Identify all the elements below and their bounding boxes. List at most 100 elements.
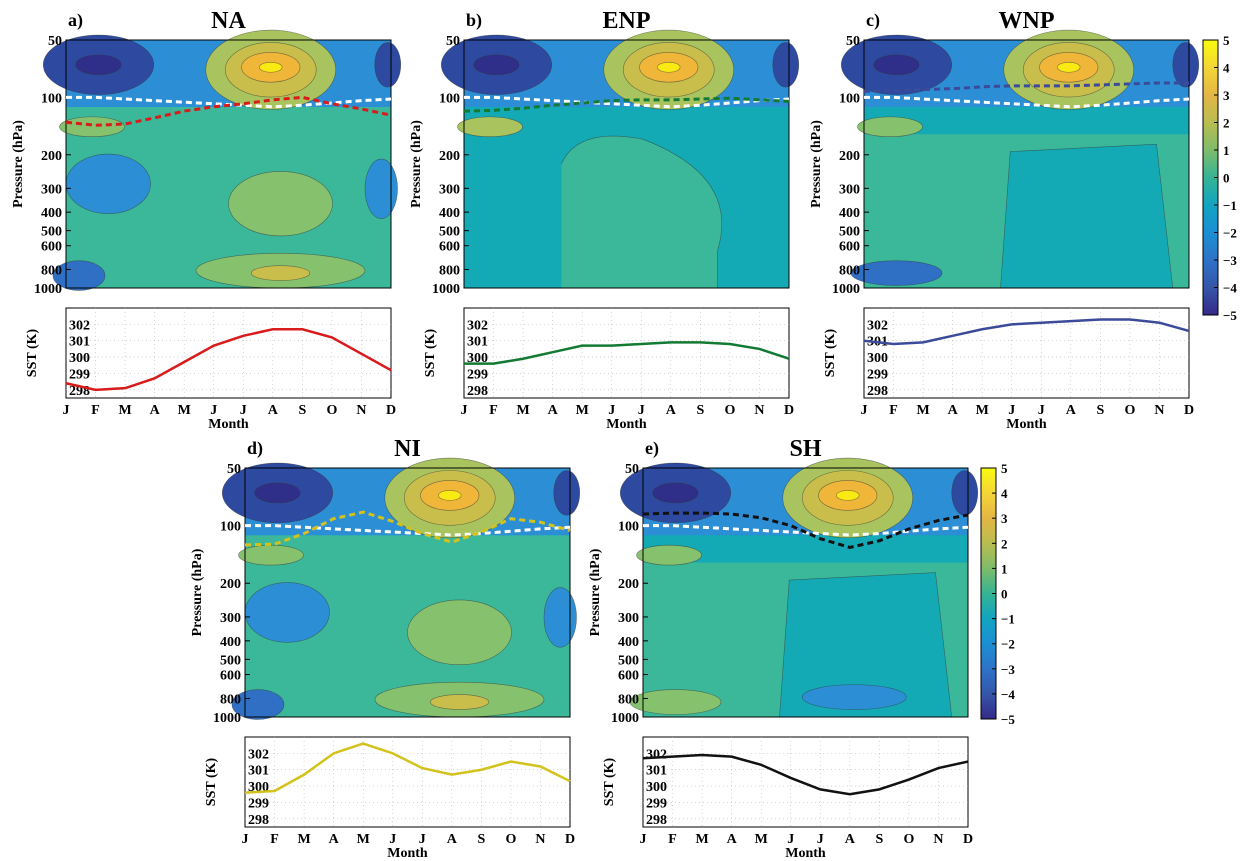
pressure-tick-label: 100 [618,520,639,535]
sst-line [65,328,392,392]
month-tick-label: J [240,403,247,418]
month-tick-label: M [357,832,370,847]
month-axis-label: Month [606,417,647,432]
month-tick-label: A [1066,403,1077,418]
colorbar-tick-label: −4 [1001,687,1015,702]
month-tick-label: S [477,832,485,847]
contour-plot [840,29,1200,289]
pressure-tick-label: 100 [439,91,460,106]
month-tick-label: M [916,403,929,418]
colorbar-tick-label: 5 [1001,461,1008,476]
colorbar-tick-label: 5 [1223,33,1230,48]
colorbar-tick-label: 3 [1223,88,1230,103]
month-tick-label: A [268,403,279,418]
pressure-tick-label: 50 [446,34,460,49]
pressure-tick-label: 600 [839,240,860,255]
month-tick-label: O [724,403,735,418]
sst-tick-label: 302 [867,318,888,333]
sst-tick-label: 302 [646,747,667,762]
month-tick-label: A [548,403,559,418]
sst-tick-label: 300 [69,351,90,366]
month-tick-label: N [356,403,366,418]
month-tick-label: M [178,403,191,418]
month-tick-label: M [516,403,529,418]
panel-na: a) NA501002003004005006008001000Pressure … [11,8,402,432]
sst-tick-label: 301 [69,335,90,350]
pressure-axis-label: Pressure (hPa) [190,548,205,636]
panel-title: ENP [603,8,651,34]
sst-tick-label: 300 [646,780,667,795]
month-tick-label: J [242,832,249,847]
pressure-tick-label: 500 [41,225,62,240]
month-tick-label: A [447,832,458,847]
sst-tick-label: 299 [248,796,269,811]
sst-tick-label: 298 [646,813,667,828]
colorbar-tick-label: −5 [1223,308,1237,323]
month-tick-label: J [787,832,794,847]
sst-tick-label: 299 [646,796,667,811]
pressure-tick-label: 500 [220,653,241,668]
sst-axis-label: SST (K) [25,328,40,377]
pressure-tick-label: 200 [439,149,460,164]
pressure-tick-label: 400 [839,206,860,221]
month-tick-label: M [976,403,989,418]
month-tick-label: S [298,403,306,418]
pressure-tick-label: 400 [41,206,62,221]
month-tick-label: A [845,832,856,847]
month-tick-label: F [668,832,677,847]
month-tick-label: D [386,403,396,418]
pressure-tick-label: 100 [839,91,860,106]
month-tick-label: J [1038,403,1045,418]
pressure-tick-label: 400 [618,635,639,650]
month-tick-label: J [817,832,824,847]
region-tropopause-line [244,510,571,547]
pressure-tick-label: 1000 [832,282,860,297]
panel-title: SH [789,436,821,462]
month-tick-label: M [755,832,768,847]
colorbar-tick-label: 1 [1223,143,1230,158]
month-axis-label: Month [785,846,826,861]
month-tick-label: F [91,403,100,418]
colorbar-tick-label: −2 [1223,226,1237,241]
pressure-tick-label: 800 [41,264,62,279]
month-tick-label: N [933,832,943,847]
colorbar-tick-label: −2 [1001,637,1015,652]
month-tick-label: M [576,403,589,418]
month-tick-label: M [118,403,131,418]
month-tick-label: O [1124,403,1135,418]
month-tick-label: J [389,832,396,847]
sst-tick-label: 302 [248,747,269,762]
sst-tick-label: 300 [467,351,488,366]
sst-tick-label: 299 [467,367,488,382]
region-tropopause-line [463,96,790,113]
sst-tick-label: 298 [867,384,888,399]
contour-plot [221,457,581,720]
sst-line [244,742,571,794]
pressure-tick-label: 800 [220,692,241,707]
colorbar-tick-label: −4 [1223,281,1237,296]
pressure-axis-label: Pressure (hPa) [588,548,603,636]
colorbar: 5 4 3 2 1 0 −1 −2 −3 −4 −5 [980,461,1015,727]
colorbar-tick-label: 2 [1001,536,1008,551]
colorbar-tick-label: −1 [1001,612,1015,627]
month-tick-label: D [963,832,973,847]
sst-tick-label: 298 [248,813,269,828]
panel-letter: e) [645,438,659,459]
pressure-tick-label: 1000 [611,711,639,726]
sst-tick-label: 298 [467,384,488,399]
panel-letter: d) [247,438,263,459]
sst-tick-label: 302 [467,318,488,333]
region-tropopause-line [65,95,392,127]
panel-title: WNP [999,8,1055,34]
colorbar-tick-label: 2 [1223,116,1230,131]
pressure-tick-label: 500 [439,225,460,240]
pressure-axis-label: Pressure (hPa) [409,120,424,208]
pressure-tick-label: 300 [839,182,860,197]
month-tick-label: F [489,403,498,418]
month-tick-label: N [1154,403,1164,418]
